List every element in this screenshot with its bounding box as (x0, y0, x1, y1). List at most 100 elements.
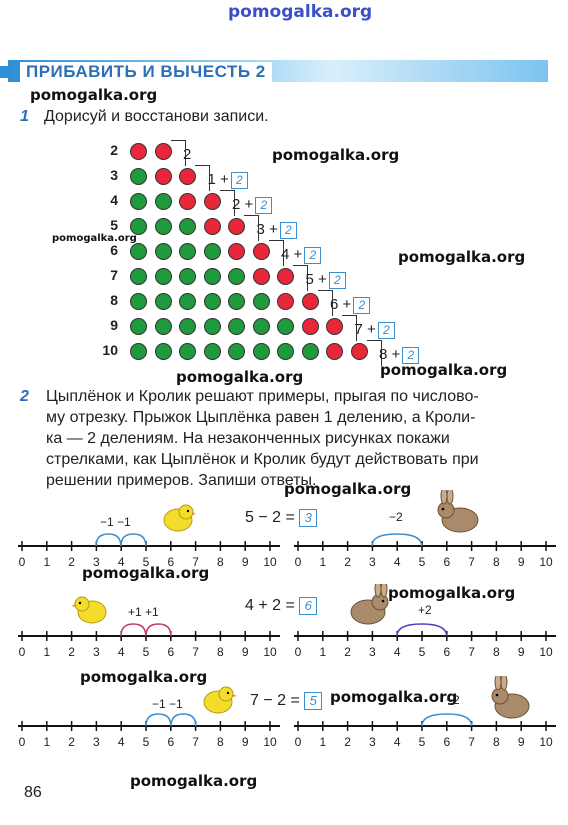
equation-3: 7 − 2 = 5 (250, 692, 323, 710)
tick-label: 2 (68, 735, 75, 749)
number-line (294, 721, 556, 731)
tick-label: 7 (192, 735, 199, 749)
tick-label: 6 (443, 555, 451, 569)
tick-label: 8 (493, 645, 500, 659)
tick-label: 1 (319, 555, 327, 569)
row-expression: 2 (183, 146, 191, 163)
green-dot (154, 318, 172, 335)
red-dot (179, 193, 196, 210)
red-dot (154, 143, 172, 160)
green-dot (130, 193, 147, 210)
task-text: Дорисуй и восстанови записи. (44, 108, 269, 125)
green-dot (301, 343, 319, 360)
watermark: pomogalka.org (176, 368, 304, 386)
tick-label: 7 (468, 645, 475, 659)
row-label: 3 (110, 167, 118, 183)
answer-box[interactable]: 2 (377, 321, 395, 339)
jump-arrow (170, 713, 197, 727)
tick-label: 2 (344, 555, 351, 569)
tick-label: 9 (241, 555, 249, 569)
green-dot (203, 243, 221, 260)
tick-label: 3 (369, 735, 376, 749)
answer-box[interactable]: 2 (304, 246, 322, 264)
red-dot (326, 318, 343, 335)
stair-line (293, 265, 308, 291)
answer-box[interactable]: 3 (299, 509, 318, 527)
row-label: 6 (110, 242, 118, 258)
tick-label: 0 (18, 735, 26, 749)
tick-label: 1 (43, 735, 51, 749)
green-dot (179, 243, 196, 260)
tick-label: 8 (493, 735, 500, 749)
tick-label: 4 (117, 555, 125, 569)
green-dot (154, 218, 172, 235)
tick-label: 6 (167, 645, 175, 659)
stair-line (268, 240, 284, 266)
tick-label: 4 (393, 555, 401, 569)
row-label: 5 (110, 217, 118, 233)
answer-box[interactable]: 2 (353, 296, 371, 314)
answer-box[interactable]: 2 (255, 196, 273, 214)
tick-label: 5 (142, 735, 150, 749)
red-dot (252, 243, 270, 260)
row-label: 9 (110, 317, 118, 333)
row-label: 7 (110, 267, 118, 283)
answer-box[interactable]: 2 (230, 171, 248, 189)
expression-text: 1 + (207, 171, 229, 188)
tick-label: 4 (117, 735, 125, 749)
tick-label: 2 (344, 735, 351, 749)
green-dot (179, 268, 196, 285)
tick-label: 2 (68, 645, 75, 659)
tick-label: 2 (344, 645, 351, 659)
tick-label: 4 (117, 645, 125, 659)
red-dot (350, 343, 368, 360)
stair-line (219, 190, 235, 216)
red-dot (203, 218, 221, 235)
watermark: pomogalka.org (130, 772, 258, 790)
jump-arrow (120, 623, 147, 637)
chick-icon (163, 504, 196, 532)
green-dot (179, 318, 196, 335)
green-dot (203, 268, 221, 285)
tick-label: 7 (192, 645, 199, 659)
number-line (18, 721, 280, 731)
watermark: pomogalka.org (380, 361, 508, 379)
watermark: pomogalka.org (388, 584, 516, 602)
expression-text: 5 + (305, 271, 327, 288)
text-line: Цыплёнок и Кролик решают примеры, прыгая… (46, 388, 479, 405)
answer-box[interactable]: 2 (328, 271, 346, 289)
row-label: 4 (110, 192, 118, 208)
text-line: ка — 2 делениям. На незаконченных рисунк… (46, 430, 450, 447)
answer-box[interactable]: 2 (279, 221, 297, 239)
red-dot (130, 143, 147, 160)
tick-label: 0 (18, 555, 26, 569)
jump-label: +1 +1 (128, 605, 159, 619)
answer-box[interactable]: 2 (402, 346, 420, 364)
task-number: 1 (20, 108, 29, 125)
tick-label: 6 (443, 735, 451, 749)
green-dot (252, 343, 270, 360)
equation-expr: 7 − 2 = (250, 692, 300, 710)
stair-line (366, 340, 382, 366)
expression-text: 2 + (232, 196, 254, 213)
answer-box[interactable]: 6 (299, 597, 318, 615)
tick-label: 10 (263, 645, 277, 659)
tick-label: 1 (43, 645, 51, 659)
jump-arrow (145, 713, 172, 727)
header-stripe (0, 66, 14, 78)
green-dot (228, 318, 245, 335)
green-dot (154, 243, 172, 260)
answer-box[interactable]: 5 (304, 692, 323, 710)
page-title: ПРИБАВИТЬ И ВЫЧЕСТЬ 2 (20, 62, 272, 82)
green-dot (179, 343, 196, 360)
row-label: 8 (110, 292, 118, 308)
tick-label: 7 (468, 735, 475, 749)
tick-label: 1 (319, 735, 327, 749)
red-dot (228, 218, 245, 235)
green-dot (130, 218, 147, 235)
watermark: pomogalka.org (272, 146, 400, 164)
row-expression: 3 +2 (257, 221, 297, 239)
watermark: pomogalka.org (82, 564, 210, 582)
tick-label: 8 (217, 555, 224, 569)
jump-label: −1 −1 (152, 697, 183, 711)
